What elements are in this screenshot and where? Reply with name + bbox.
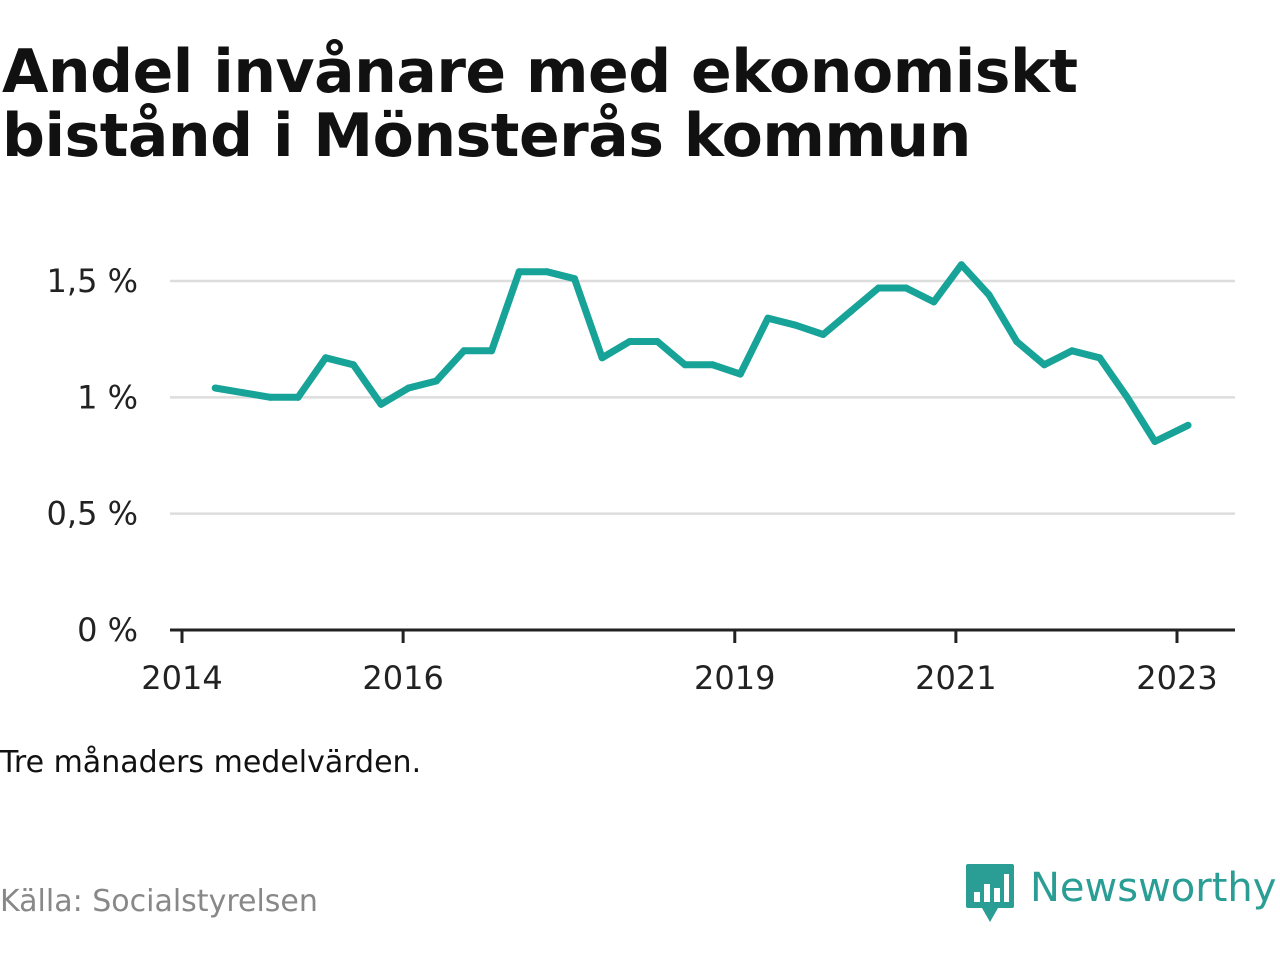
data-point [322, 354, 330, 362]
data-point [405, 384, 413, 392]
x-tick-label: 2019 [694, 659, 775, 697]
x-axis [170, 628, 1235, 643]
data-point [239, 389, 247, 397]
x-tick-label: 2014 [141, 659, 222, 697]
data-point [957, 261, 965, 269]
data-point [570, 275, 578, 283]
y-tick-label: 0 % [77, 611, 138, 649]
chart-note: Tre månaders medelvärden. [0, 745, 422, 780]
gridlines [170, 279, 1235, 515]
x-tick-label: 2023 [1136, 659, 1217, 697]
chart-title: Andel invånare med ekonomiskt bistånd i … [2, 37, 1078, 171]
data-point [875, 284, 882, 292]
data-point [1068, 347, 1076, 355]
brand-name: Newsworthy [1030, 865, 1277, 911]
data-point [1184, 421, 1192, 429]
data-point [653, 337, 661, 345]
y-tick-label: 1 % [77, 378, 138, 416]
data-point [211, 384, 219, 392]
data-point [377, 400, 385, 408]
brand-logo: Newsworthy [964, 862, 1276, 926]
data-point [1096, 354, 1104, 362]
data-point [266, 393, 274, 401]
y-tick-label: 1,5 % [47, 262, 138, 300]
data-point [598, 354, 606, 362]
y-axis-labels: 0 % 0,5 % 1 % 1,5 % [47, 262, 138, 649]
series-line [214, 261, 1190, 445]
x-tick-label: 2021 [915, 659, 996, 697]
data-point [1040, 361, 1048, 369]
data-point [792, 321, 800, 329]
data-point [902, 284, 910, 292]
data-point [930, 298, 938, 306]
data-point [488, 347, 496, 355]
data-point [432, 377, 440, 385]
x-axis-labels: 2014 2016 2019 2021 2023 [141, 659, 1217, 697]
source-label: Källa: Socialstyrelsen [0, 884, 318, 919]
data-point [515, 268, 523, 276]
data-point [985, 291, 993, 299]
newsworthy-logo-icon [966, 864, 1014, 922]
series-layer [211, 261, 1192, 446]
data-point [1151, 438, 1159, 446]
data-point [764, 314, 772, 322]
data-point [709, 361, 717, 369]
data-point [1013, 337, 1021, 345]
data-point [349, 361, 357, 369]
y-tick-label: 0,5 % [47, 495, 138, 533]
data-point [819, 331, 827, 339]
data-point [543, 268, 551, 276]
data-point [681, 361, 689, 369]
data-point [847, 307, 855, 315]
data-point [460, 347, 468, 355]
line-chart: 0 % 0,5 % 1 % 1,5 % 2014 2016 2019 2021 2023 [47, 261, 1235, 697]
data-point [294, 393, 302, 401]
data-point [1123, 393, 1131, 401]
data-point [736, 370, 744, 378]
x-tick-label: 2016 [362, 659, 443, 697]
data-point [626, 337, 634, 345]
